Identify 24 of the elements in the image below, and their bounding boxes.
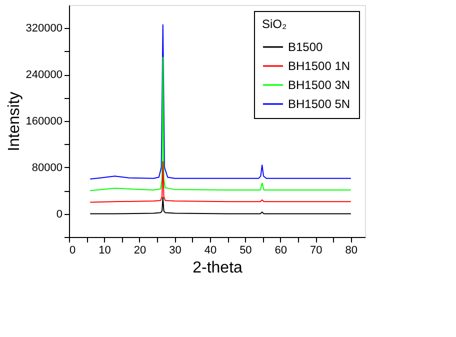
- x-tick-label: 70: [310, 244, 322, 256]
- legend-title: SiO₂: [262, 17, 288, 31]
- x-tick-label: 10: [98, 244, 111, 256]
- legend-label: BH1500 5N: [288, 97, 350, 111]
- line-series: [90, 56, 352, 192]
- x-tick-label: 50: [240, 244, 252, 256]
- x-tick-label: 40: [204, 244, 217, 256]
- x-tick-label: 30: [169, 244, 182, 256]
- line-series: [90, 197, 352, 214]
- line-series: [90, 161, 352, 203]
- y-tick-label: 160000: [26, 116, 62, 128]
- legend-label: B1500: [288, 40, 324, 54]
- y-tick-label: 240000: [26, 69, 62, 82]
- legend-label: BH1500 1N: [288, 59, 350, 73]
- legend-label: BH1500 3N: [288, 78, 350, 92]
- y-axis-title: Intensity: [6, 92, 23, 152]
- x-tick-label: 20: [134, 244, 146, 256]
- x-axis-title: 2-theta: [192, 260, 243, 276]
- x-tick-label: 80: [345, 244, 358, 256]
- x-tick-label: 0: [70, 244, 76, 256]
- y-tick-label: 0: [56, 208, 62, 220]
- x-tick-label: 60: [274, 244, 288, 256]
- y-tick-label: 80000: [32, 162, 62, 174]
- y-tick-label: 320000: [26, 22, 62, 35]
